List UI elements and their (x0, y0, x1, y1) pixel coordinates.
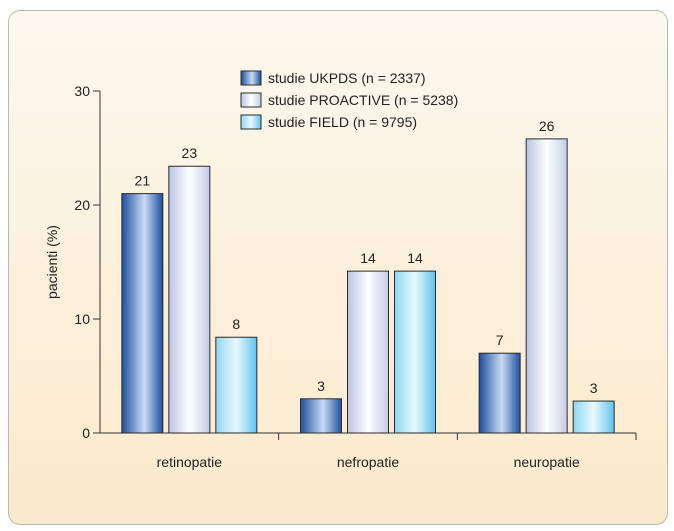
data-label: 14 (360, 250, 376, 266)
data-label: 26 (539, 118, 555, 134)
bar (525, 138, 568, 434)
data-label: 21 (135, 173, 151, 189)
data-label: 3 (317, 378, 325, 394)
data-label: 3 (590, 380, 598, 396)
y-tick-label: 20 (74, 197, 90, 213)
bar (300, 398, 342, 434)
bar (121, 193, 164, 434)
y-tick-label: 10 (74, 311, 90, 327)
data-label: 8 (232, 316, 240, 332)
y-axis-label: pacienti (%) (44, 225, 60, 299)
legend-swatch (240, 92, 262, 108)
legend-label: studie PROACTIVE (n = 5238) (268, 92, 458, 108)
x-tick-label: nefropatie (337, 454, 399, 470)
bar (394, 270, 436, 434)
y-tick-label: 0 (82, 425, 90, 441)
bar (215, 336, 258, 434)
legend: studie UKPDS (n = 2337) studie PROACTIVE … (240, 70, 458, 130)
x-tick-label: neuropatie (514, 454, 580, 470)
bars (121, 138, 615, 434)
bar (478, 352, 521, 434)
bar (572, 400, 615, 434)
legend-label: studie FIELD (n = 9795) (268, 114, 417, 130)
bar (347, 270, 389, 434)
legend-swatch (240, 70, 262, 86)
legend-swatch (240, 114, 262, 130)
bar (168, 165, 211, 434)
legend-label: studie UKPDS (n = 2337) (268, 70, 426, 86)
data-label: 14 (407, 250, 423, 266)
data-label: 23 (182, 145, 198, 161)
data-labels: 21 23 8 3 14 14 7 26 3 (135, 118, 598, 396)
x-tick-label: retinopatie (157, 454, 223, 470)
data-label: 7 (496, 332, 504, 348)
y-tick-label: 30 (74, 83, 90, 99)
